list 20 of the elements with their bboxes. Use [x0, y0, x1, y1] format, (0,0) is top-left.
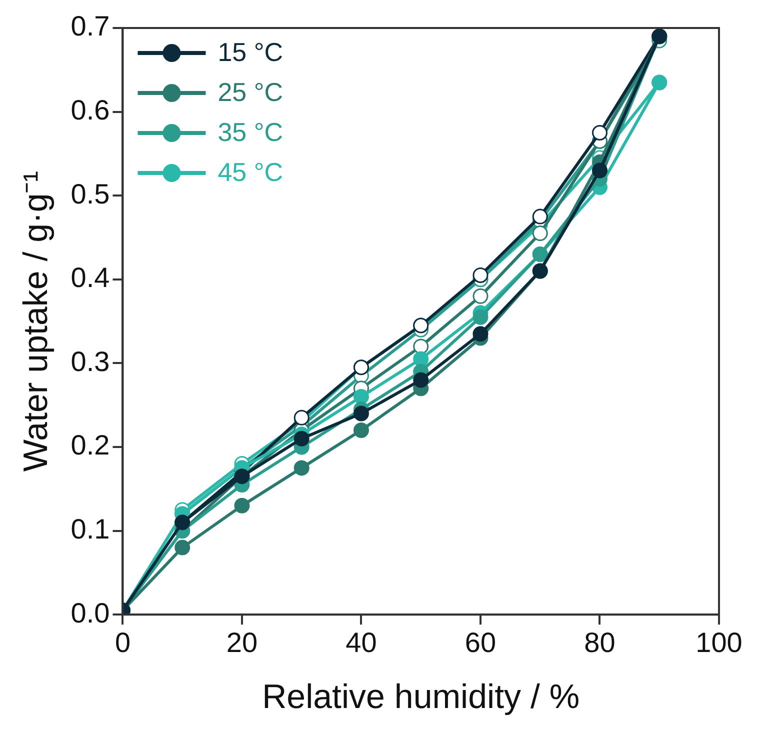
x-axis-title: Relative humidity / %	[262, 678, 580, 716]
x-tick-label: 0	[114, 627, 131, 658]
legend-label: 35 °C	[218, 117, 284, 148]
y-axis-title: Water uptake / g·g⁻¹	[16, 170, 55, 472]
x-tick-label: 60	[464, 627, 496, 658]
y-tick-label: 0.1	[70, 514, 110, 545]
y-tick-label: 0.7	[70, 10, 110, 42]
legend-label: 45 °C	[218, 157, 284, 188]
x-tick-label: 20	[226, 627, 258, 658]
y-tick-label: 0.3	[70, 346, 110, 377]
x-tick-label: 80	[584, 627, 616, 658]
x-tick-label: 40	[346, 627, 377, 658]
x-tick-label: 100	[696, 627, 742, 658]
y-tick-label: 0.5	[70, 178, 110, 210]
y-tick-label: 0.0	[70, 597, 110, 628]
legend-label: 15 °C	[218, 37, 284, 68]
y-tick-label: 0.6	[70, 94, 110, 126]
y-tick-label: 0.2	[70, 430, 110, 461]
legend-label: 25 °C	[218, 77, 284, 108]
y-tick-label: 0.4	[70, 262, 110, 294]
